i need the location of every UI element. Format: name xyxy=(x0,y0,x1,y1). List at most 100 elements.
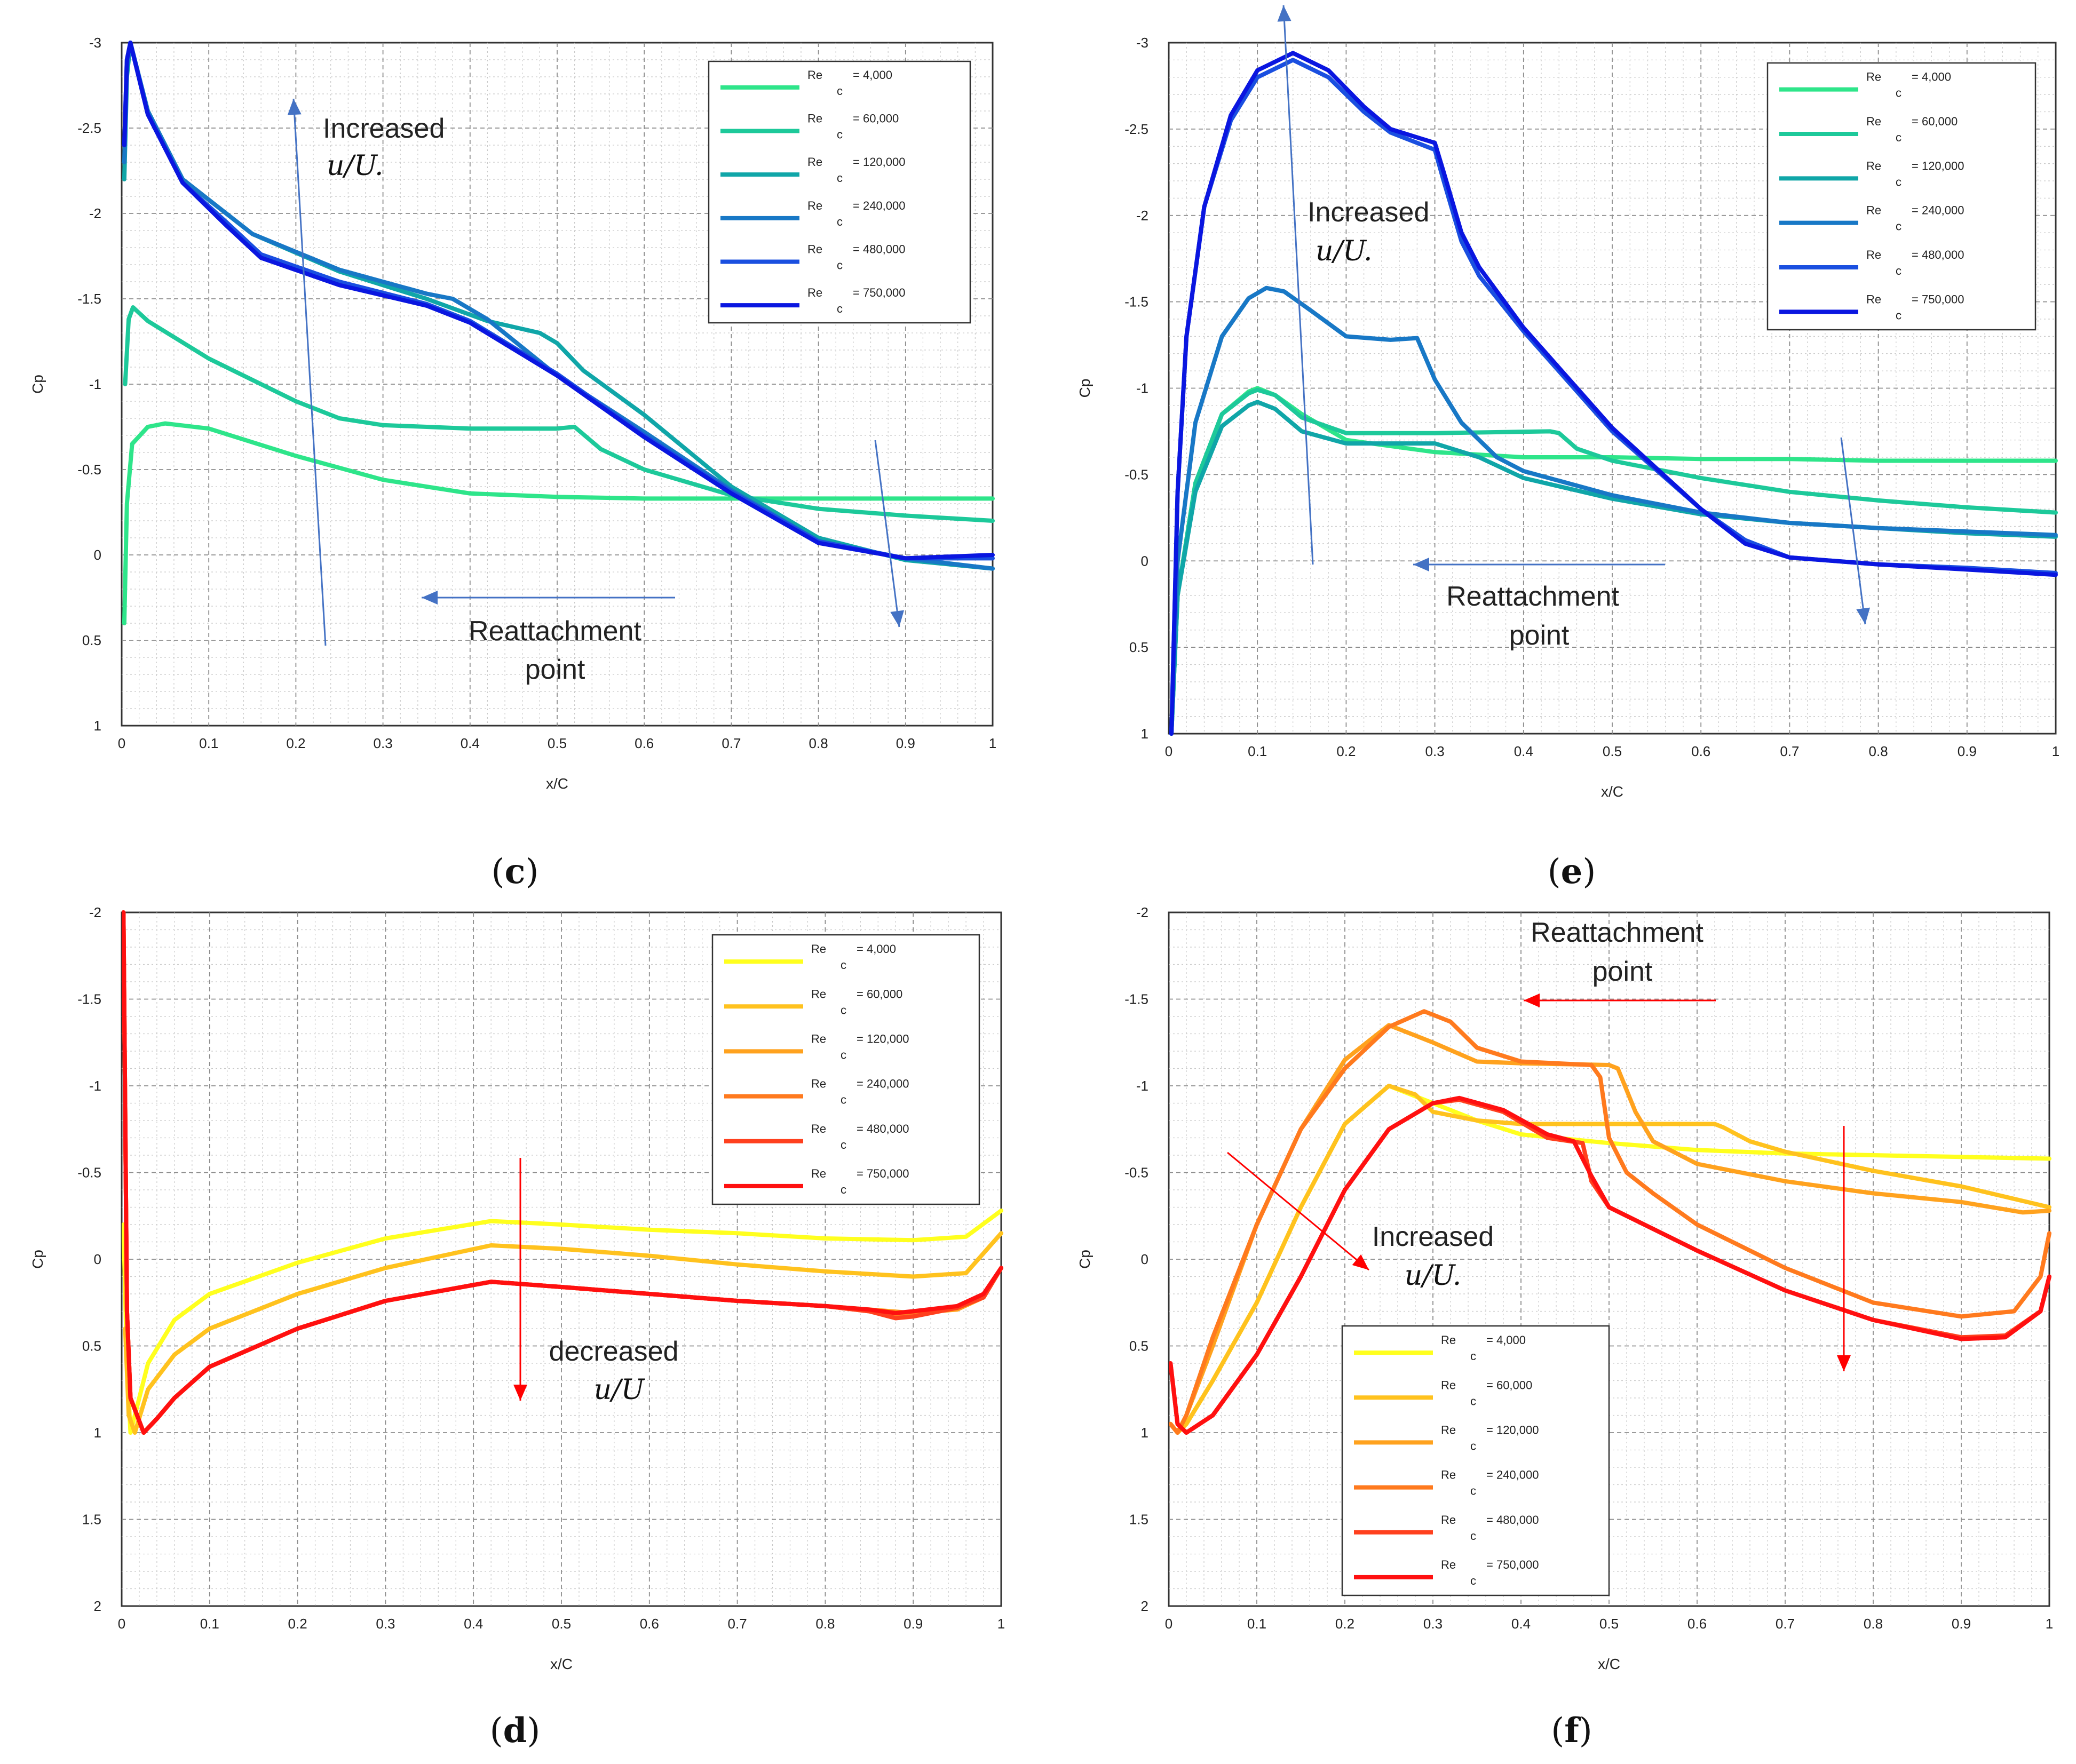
series-layer xyxy=(122,910,1003,1435)
legend-entry-label-6: = 750,000 xyxy=(1486,1558,1539,1571)
caption-open-paren: ( xyxy=(490,1711,503,1751)
x-tick-label: 0.9 xyxy=(896,735,915,751)
chart-panel-c: 0 0.1 0.2 0.3 0.4 0.5 0.6 0.7 0.8 0.9 1 -3 -2.5 -2 -1.… xyxy=(29,35,996,792)
y-tick-label: 1 xyxy=(1141,1425,1148,1441)
legend-entry-label-4: = 240,000 xyxy=(853,199,905,212)
panel-caption-d: (d) xyxy=(490,1711,541,1751)
y-tick-label: -1 xyxy=(89,376,101,392)
annotation-text-2: u/U. xyxy=(327,150,384,182)
captions-layer: (c) (e)(d) (f) xyxy=(490,852,1596,1751)
annotation-arrowhead-2 xyxy=(1352,1254,1369,1270)
y-tick-label: 2 xyxy=(1141,1598,1148,1614)
legend-entry-label-2: = 60,000 xyxy=(1486,1378,1532,1392)
x-tick-label: 0.5 xyxy=(552,1616,571,1632)
annotation-arrowhead-3 xyxy=(1837,1355,1851,1371)
y-axis-label: Cp xyxy=(1076,379,1093,398)
legend-subscript-label: c xyxy=(841,1048,846,1061)
annotation-text-1: Reattachment xyxy=(1531,917,1703,948)
series-line-4 xyxy=(1169,1009,2051,1435)
y-tick-label: -2 xyxy=(1136,904,1148,920)
x-tick-label: 0.8 xyxy=(1864,1616,1883,1632)
legend-re-label: Re xyxy=(811,942,826,956)
legend-re-label: Re xyxy=(807,286,822,299)
y-tick-label: 0 xyxy=(1141,553,1148,569)
caption-open-paren: ( xyxy=(492,852,505,892)
x-tick-label: 0 xyxy=(118,1616,125,1632)
legend-entry-label-1: = 4,000 xyxy=(1486,1333,1526,1347)
series-line-1 xyxy=(122,1209,1003,1435)
legend-subscript-label: c xyxy=(837,128,843,141)
x-tick-label: 0.8 xyxy=(815,1616,835,1632)
legend-re-label: Re xyxy=(1441,1558,1456,1571)
caption-letter: e xyxy=(1561,852,1583,892)
legend: Re c = 4,000 Re c = 60,000 Re c = 120,000 Re c = 24… xyxy=(1766,62,2037,331)
x-tick-label: 0.7 xyxy=(728,1616,747,1632)
x-tick-label: 0.7 xyxy=(722,735,741,751)
legend-re-label: Re xyxy=(1441,1333,1456,1347)
x-tick-label: 1 xyxy=(989,735,996,751)
legend-entry-label-3: = 120,000 xyxy=(1486,1423,1539,1436)
y-tick-label: -1 xyxy=(89,1078,101,1094)
chart-panel-d: 0 0.1 0.2 0.3 0.4 0.5 0.6 0.7 0.8 0.9 1 -2 -1.5 -1 -0.… xyxy=(29,904,1005,1672)
annotation-text-2: point xyxy=(1592,956,1653,987)
legend-subscript-label: c xyxy=(841,1183,846,1196)
x-tick-label: 1 xyxy=(2046,1616,2053,1632)
x-axis-label: x/C xyxy=(1598,1656,1620,1672)
legend-entry-label-5: = 480,000 xyxy=(857,1122,909,1135)
y-tick-label: -2 xyxy=(1136,208,1148,224)
legend-re-label: Re xyxy=(1866,70,1881,84)
legend-subscript-label: c xyxy=(1470,1439,1476,1452)
series-line-6 xyxy=(122,41,995,561)
legend-re-label: Re xyxy=(1441,1423,1456,1436)
legend-subscript-label: c xyxy=(837,84,843,98)
x-tick-label: 1 xyxy=(997,1616,1005,1632)
y-tick-label: -0.5 xyxy=(1124,466,1148,482)
annotation-arrowhead-1 xyxy=(1524,994,1540,1007)
series-line-4 xyxy=(1169,285,2058,736)
x-tick-label: 0.7 xyxy=(1780,743,1799,759)
y-tick-label: -0.5 xyxy=(77,462,101,478)
annotation-arrows xyxy=(1227,994,1851,1371)
x-tick-label: 0.4 xyxy=(1514,743,1533,759)
annotation-text-4: point xyxy=(1509,620,1570,651)
legend-entry-label-6: = 750,000 xyxy=(853,286,905,299)
series-layer xyxy=(122,41,995,625)
annotation-text-2: u/U. xyxy=(1316,235,1373,267)
y-tick-label: 2 xyxy=(94,1598,101,1614)
legend-re-label: Re xyxy=(1866,248,1881,261)
annotation-text-4: u/U. xyxy=(1405,1260,1462,1292)
x-tick-label: 0.2 xyxy=(288,1616,307,1632)
legend-subscript-label: c xyxy=(1896,220,1901,233)
legend-box xyxy=(1341,1325,1610,1596)
annotation-arrowhead-3 xyxy=(1856,607,1871,624)
caption-letter: c xyxy=(505,852,526,892)
x-tick-label: 0.9 xyxy=(1952,1616,1971,1632)
legend-re-label: Re xyxy=(811,1167,826,1180)
y-axis-label: Cp xyxy=(1076,1250,1093,1269)
x-tick-label: 0.1 xyxy=(1247,1616,1266,1632)
panels-layer: 0 0.1 0.2 0.3 0.4 0.5 0.6 0.7 0.8 0.9 1 -3 -2.5 -2 -1.… xyxy=(29,5,2059,1672)
x-axis-label: x/C xyxy=(546,775,568,792)
y-tick-label: -3 xyxy=(89,35,101,51)
y-tick-label: 0.5 xyxy=(82,632,101,648)
legend-subscript-label: c xyxy=(841,1003,846,1016)
caption-close-paren: ) xyxy=(1582,852,1596,892)
annotation-text-1: decreased xyxy=(549,1336,679,1367)
y-tick-label: 0.5 xyxy=(1129,639,1148,655)
annotation-arrow-line-1 xyxy=(1282,5,1314,565)
legend-entry-label-1: = 4,000 xyxy=(1912,70,1951,84)
legend-re-label: Re xyxy=(1866,115,1881,128)
annotation-text-3: Reattachment xyxy=(469,616,641,647)
legend-subscript-label: c xyxy=(837,171,843,185)
panel-caption-f: (f) xyxy=(1551,1711,1592,1751)
x-tick-label: 0.1 xyxy=(200,1616,219,1632)
y-tick-label: 0 xyxy=(94,1251,101,1267)
y-tick-label: -3 xyxy=(1136,35,1148,51)
legend-subscript-label: c xyxy=(1470,1394,1476,1408)
legend-entry-label-1: = 4,000 xyxy=(857,942,896,956)
x-tick-label: 0.2 xyxy=(1335,1616,1354,1632)
y-tick-label: -2 xyxy=(89,904,101,920)
legend-subscript-label: c xyxy=(1896,264,1901,277)
annotation-text-1: Increased xyxy=(1308,197,1429,228)
legend-subscript-label: c xyxy=(1896,308,1901,322)
